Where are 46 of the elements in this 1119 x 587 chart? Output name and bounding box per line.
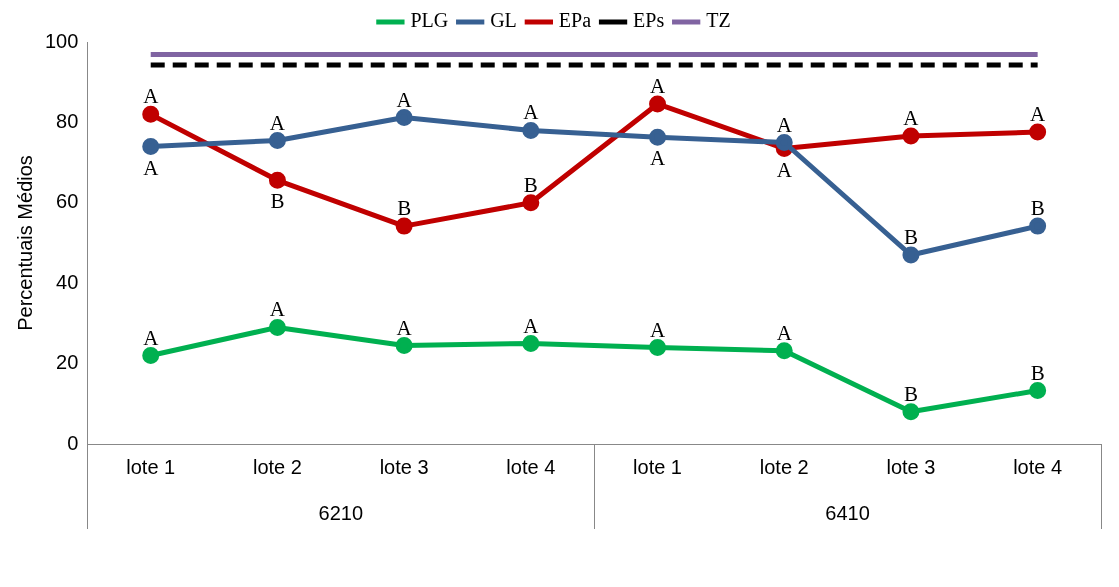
text: 6210 (318, 501, 364, 524)
data-label: B (903, 225, 918, 250)
data-label: A (1030, 102, 1047, 127)
y-tick-label: 20 (56, 351, 79, 374)
x-tick-label: lote 4 (1013, 455, 1063, 478)
x-tick-label: lote 4 (506, 455, 556, 478)
data-label: B (903, 381, 918, 406)
x-tick-label: lote 2 (759, 455, 809, 478)
data-label: A (269, 110, 286, 135)
x-tick-label: lote 3 (379, 455, 429, 478)
data-label: A (396, 87, 413, 112)
y-tick-label: 100 (44, 29, 79, 52)
data-label: A (523, 100, 540, 125)
legend-label: EPs (633, 9, 665, 32)
data-label: A (776, 112, 793, 137)
x-tick-label: lote 1 (633, 455, 683, 478)
data-label: A (143, 325, 160, 350)
data-label: A (776, 320, 793, 345)
data-label: B (397, 196, 412, 221)
data-label: A (649, 73, 666, 98)
data-label: A (269, 297, 286, 322)
y-tick-label: 80 (56, 109, 79, 132)
data-label: A (523, 313, 540, 338)
legend-label: PLG (410, 9, 449, 32)
y-tick-label: 60 (56, 190, 79, 213)
data-label: B (1030, 360, 1045, 385)
x-tick-label: lote 3 (886, 455, 936, 478)
data-label: A (776, 157, 793, 182)
x-tick-label: lote 2 (252, 455, 302, 478)
data-label: B (1030, 196, 1045, 221)
y-tick-label: 40 (56, 270, 79, 293)
data-label: A (143, 155, 160, 180)
data-label: A (903, 106, 920, 131)
y-axis-title: Percentuais Médios (13, 155, 36, 331)
data-label: B (270, 189, 285, 214)
data-label: B (523, 172, 538, 197)
legend-label: TZ (706, 9, 731, 32)
y-tick-label: 0 (67, 431, 79, 454)
text: 6410 (825, 501, 870, 524)
data-label: A (396, 315, 413, 340)
x-tick-label: lote 1 (126, 455, 176, 478)
data-label: A (143, 84, 160, 109)
data-label: A (649, 317, 666, 342)
legend-label: GL (490, 9, 517, 32)
legend-label: EPa (558, 9, 592, 32)
data-label: A (649, 146, 666, 171)
